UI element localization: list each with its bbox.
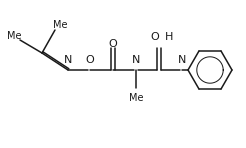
Text: Me: Me	[129, 93, 143, 103]
Text: O: O	[86, 55, 94, 65]
Text: N: N	[132, 55, 140, 65]
Text: N: N	[178, 55, 186, 65]
Text: Me: Me	[7, 31, 21, 41]
Text: Me: Me	[53, 20, 67, 30]
Text: N: N	[64, 55, 72, 65]
Text: H: H	[165, 32, 173, 42]
Text: O: O	[150, 32, 159, 42]
Text: O: O	[109, 39, 117, 49]
